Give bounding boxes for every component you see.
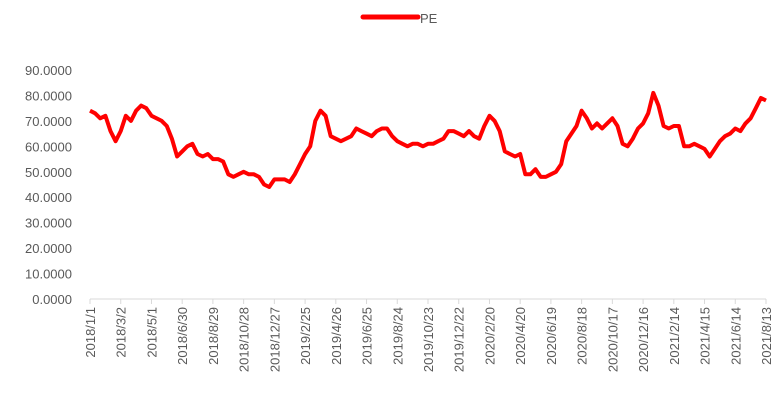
y-tick-label: 50.0000 (25, 165, 72, 180)
x-tick-label: 2018/8/29 (206, 307, 221, 365)
x-tick-label: 2021/8/13 (759, 307, 771, 365)
x-tick-label: 2018/6/30 (175, 307, 190, 365)
x-tick-label: 2021/6/14 (728, 307, 743, 365)
x-tick-label: 2019/8/24 (390, 307, 405, 365)
y-tick-label: 90.0000 (25, 63, 72, 78)
y-tick-label: 80.0000 (25, 88, 72, 103)
x-tick-label: 2019/10/23 (421, 307, 436, 372)
x-tick-label: 2020/10/17 (605, 307, 620, 372)
x-tick-label: 2020/4/20 (513, 307, 528, 365)
x-tick-label: 2020/2/20 (482, 307, 497, 365)
y-tick-label: 10.0000 (25, 267, 72, 282)
x-tick-label: 2019/4/26 (329, 307, 344, 365)
y-tick-label: 0.0000 (32, 292, 72, 307)
x-tick-label: 2020/12/16 (636, 307, 651, 372)
x-tick-label: 2020/6/19 (544, 307, 559, 365)
y-tick-label: 20.0000 (25, 241, 72, 256)
x-tick-label: 2019/6/25 (360, 307, 375, 365)
x-tick-label: 2019/12/22 (452, 307, 467, 372)
x-tick-label: 2018/3/2 (114, 307, 129, 358)
y-tick-label: 60.0000 (25, 139, 72, 154)
x-tick-label: 2021/2/14 (667, 307, 682, 365)
x-tick-label: 2018/10/28 (237, 307, 252, 372)
legend-label: PE (420, 11, 438, 26)
x-tick-label: 2018/5/1 (144, 307, 159, 358)
y-tick-label: 30.0000 (25, 216, 72, 231)
x-tick-label: 2018/12/27 (267, 307, 282, 372)
x-tick-label: 2020/8/18 (575, 307, 590, 365)
x-tick-label: 2018/1/1 (83, 307, 98, 358)
x-tick-label: 2019/2/25 (298, 307, 313, 365)
pe-line (89, 90, 767, 189)
x-tick-label: 2021/4/15 (698, 307, 713, 365)
y-tick-label: 70.0000 (25, 114, 72, 129)
y-tick-label: 40.0000 (25, 190, 72, 205)
